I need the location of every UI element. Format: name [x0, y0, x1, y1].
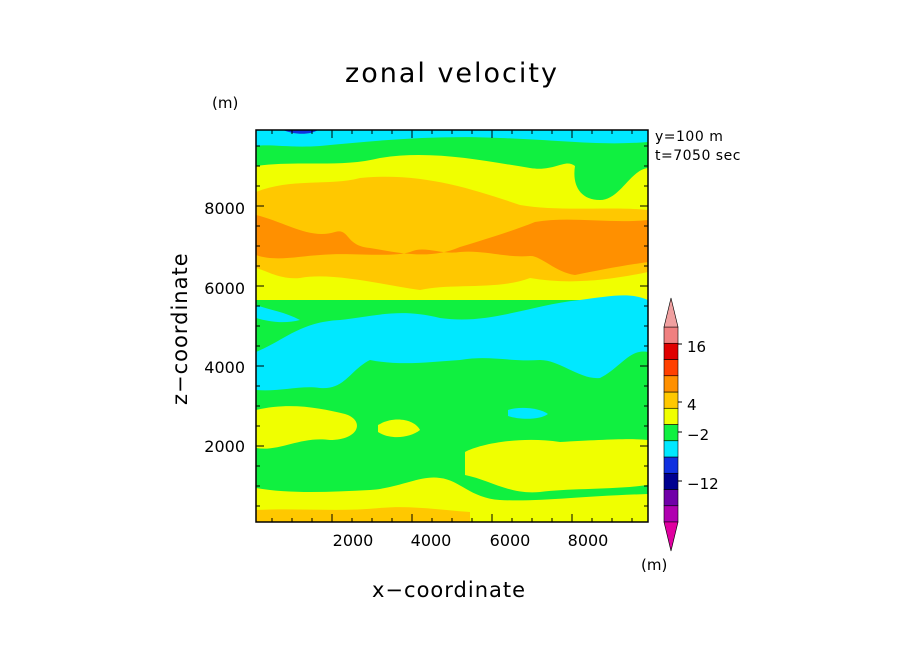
x-axis-label: x−coordinate: [372, 578, 527, 602]
colorbar-swatch: [663, 440, 679, 458]
chart-title: zonal velocity: [345, 58, 559, 89]
y-tick-label-4000: 4000: [204, 358, 245, 377]
colorbar-swatch: [663, 472, 679, 490]
colorbar-swatch: [663, 424, 679, 442]
colorbar-swatch: [663, 505, 679, 523]
band-lower-yellow-left: [256, 406, 357, 449]
band-lower-yellow-right: [465, 439, 648, 493]
colorbar-label-minus12: −12: [687, 475, 719, 493]
x-tick-label-6000: 6000: [490, 531, 531, 550]
colorbar-labels: 16 4 −2 −12: [687, 338, 719, 493]
x-tick-labels: 2000 4000 6000 8000: [333, 531, 609, 550]
colorbar-label-4: 4: [687, 396, 697, 414]
y-tick-label-8000: 8000: [204, 199, 245, 218]
colorbar-swatch: [663, 375, 679, 393]
plot-frame: [255, 129, 649, 523]
colorbar-extend-low: [663, 521, 679, 552]
minor-ticks: [256, 130, 648, 522]
colorbar-swatch: [663, 342, 679, 360]
annotation-y: y=100 m: [655, 129, 724, 145]
band-lower-gold-bottom: [256, 507, 470, 522]
band-cyan-small-left: [256, 305, 300, 323]
z-axis-unit: (m): [212, 94, 239, 112]
annotation-time: t=7050 sec: [655, 148, 741, 164]
x-tick-label-4000: 4000: [411, 531, 452, 550]
y-tick-label-2000: 2000: [204, 437, 245, 456]
colorbar-swatch: [663, 407, 679, 425]
x-tick-label-2000: 2000: [333, 531, 374, 550]
colorbar-label-minus2: −2: [687, 426, 709, 444]
colorbar-swatch: [663, 391, 679, 409]
band-cyan-small-right: [508, 407, 548, 419]
band-cyan-top: [256, 130, 648, 147]
colorbar-swatch: [663, 456, 679, 474]
colorbar-unit: (m): [641, 556, 668, 574]
major-ticks: [256, 130, 648, 522]
band-orange: [256, 215, 648, 275]
colorbar-extend-high: [663, 297, 679, 328]
colorbar-swatch: [663, 326, 679, 344]
colorbar-label-16: 16: [687, 338, 706, 356]
x-tick-label-8000: 8000: [568, 531, 609, 550]
colorbar-swatch: [663, 489, 679, 507]
band-lower-yellow-mid: [378, 419, 420, 438]
colorbar: [663, 297, 682, 552]
contour-field: [256, 130, 648, 522]
colorbar-swatch: [663, 359, 679, 377]
band-cyan-middle: [256, 295, 648, 391]
y-tick-labels: 2000 4000 6000 8000: [204, 199, 245, 456]
y-tick-label-6000: 6000: [204, 279, 245, 298]
